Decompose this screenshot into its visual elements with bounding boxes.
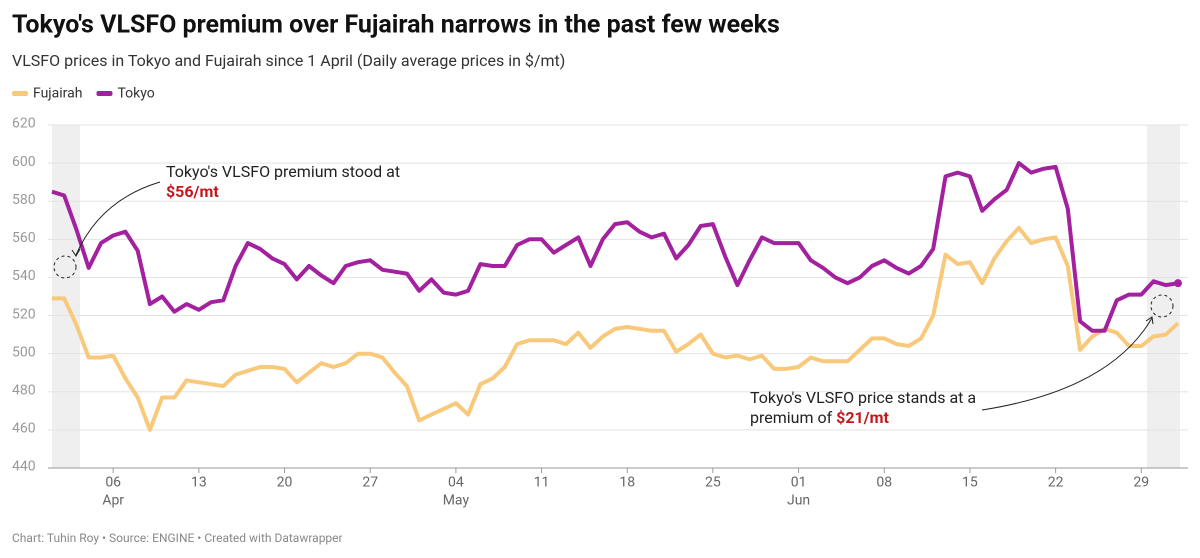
annotation-arrow bbox=[75, 181, 161, 256]
highlight-band bbox=[1147, 125, 1180, 468]
legend-swatch bbox=[96, 91, 113, 96]
y-tick-label: 560 bbox=[12, 230, 36, 246]
annotation-text: Tokyo's VLSFO premium stood at bbox=[166, 162, 400, 181]
y-tick-label: 600 bbox=[12, 154, 36, 170]
x-tick-label: 15 bbox=[962, 475, 978, 491]
annotation-arrow bbox=[71, 248, 81, 257]
y-tick-label: 620 bbox=[12, 116, 36, 132]
annotation-circle bbox=[1150, 294, 1174, 318]
x-tick-label: 06 bbox=[105, 475, 121, 491]
series-line bbox=[51, 161, 1179, 333]
x-tick-label: 11 bbox=[534, 475, 550, 491]
annotation-circle bbox=[53, 255, 77, 279]
x-month-label: Jun bbox=[787, 493, 810, 509]
series-line bbox=[52, 225, 1180, 432]
legend-label: Fujairah bbox=[33, 86, 82, 102]
x-tick-label: 13 bbox=[191, 475, 207, 491]
y-tick-label: 520 bbox=[12, 306, 36, 322]
x-month-label: Apr bbox=[102, 493, 124, 509]
y-tick-label: 480 bbox=[12, 382, 36, 398]
legend-swatch bbox=[12, 91, 28, 96]
x-tick-label: 18 bbox=[619, 475, 635, 491]
x-tick-label: 22 bbox=[1048, 475, 1064, 491]
annotation-arrow bbox=[1145, 316, 1154, 325]
annotation-text: Tokyo's VLSFO price stands at a bbox=[750, 388, 976, 407]
x-tick-label: 08 bbox=[876, 475, 892, 491]
x-tick-label: 25 bbox=[705, 475, 721, 491]
x-tick-label: 20 bbox=[277, 475, 293, 491]
x-month-label: May bbox=[443, 493, 470, 509]
chart-title: Tokyo's VLSFO premium over Fujairah narr… bbox=[12, 11, 780, 40]
y-tick-label: 460 bbox=[12, 421, 36, 437]
annotation-text: premium of $21/mt bbox=[750, 408, 889, 427]
x-tick-label: 29 bbox=[1133, 475, 1149, 491]
annotation-text: premium of bbox=[750, 408, 836, 427]
end-dot bbox=[1174, 279, 1182, 288]
footer: Chart: Tuhin Roy • Source: ENGINE • Crea… bbox=[12, 531, 343, 545]
y-tick-label: 540 bbox=[12, 268, 36, 284]
annotation-highlight: $21/mt bbox=[836, 408, 889, 427]
x-tick-label: 27 bbox=[362, 475, 378, 491]
y-tick-label: 440 bbox=[12, 459, 36, 475]
annotation-arrow bbox=[981, 317, 1153, 411]
y-tick-label: 580 bbox=[12, 192, 36, 208]
y-tick-label: 500 bbox=[12, 344, 36, 360]
x-tick-label: 01 bbox=[791, 475, 807, 491]
chart-subtitle: VLSFO prices in Tokyo and Fujairah since… bbox=[12, 51, 565, 70]
annotation-highlight: $56/mt bbox=[166, 182, 219, 201]
legend-label: Tokyo bbox=[117, 86, 154, 102]
x-tick-label: 04 bbox=[448, 475, 464, 491]
